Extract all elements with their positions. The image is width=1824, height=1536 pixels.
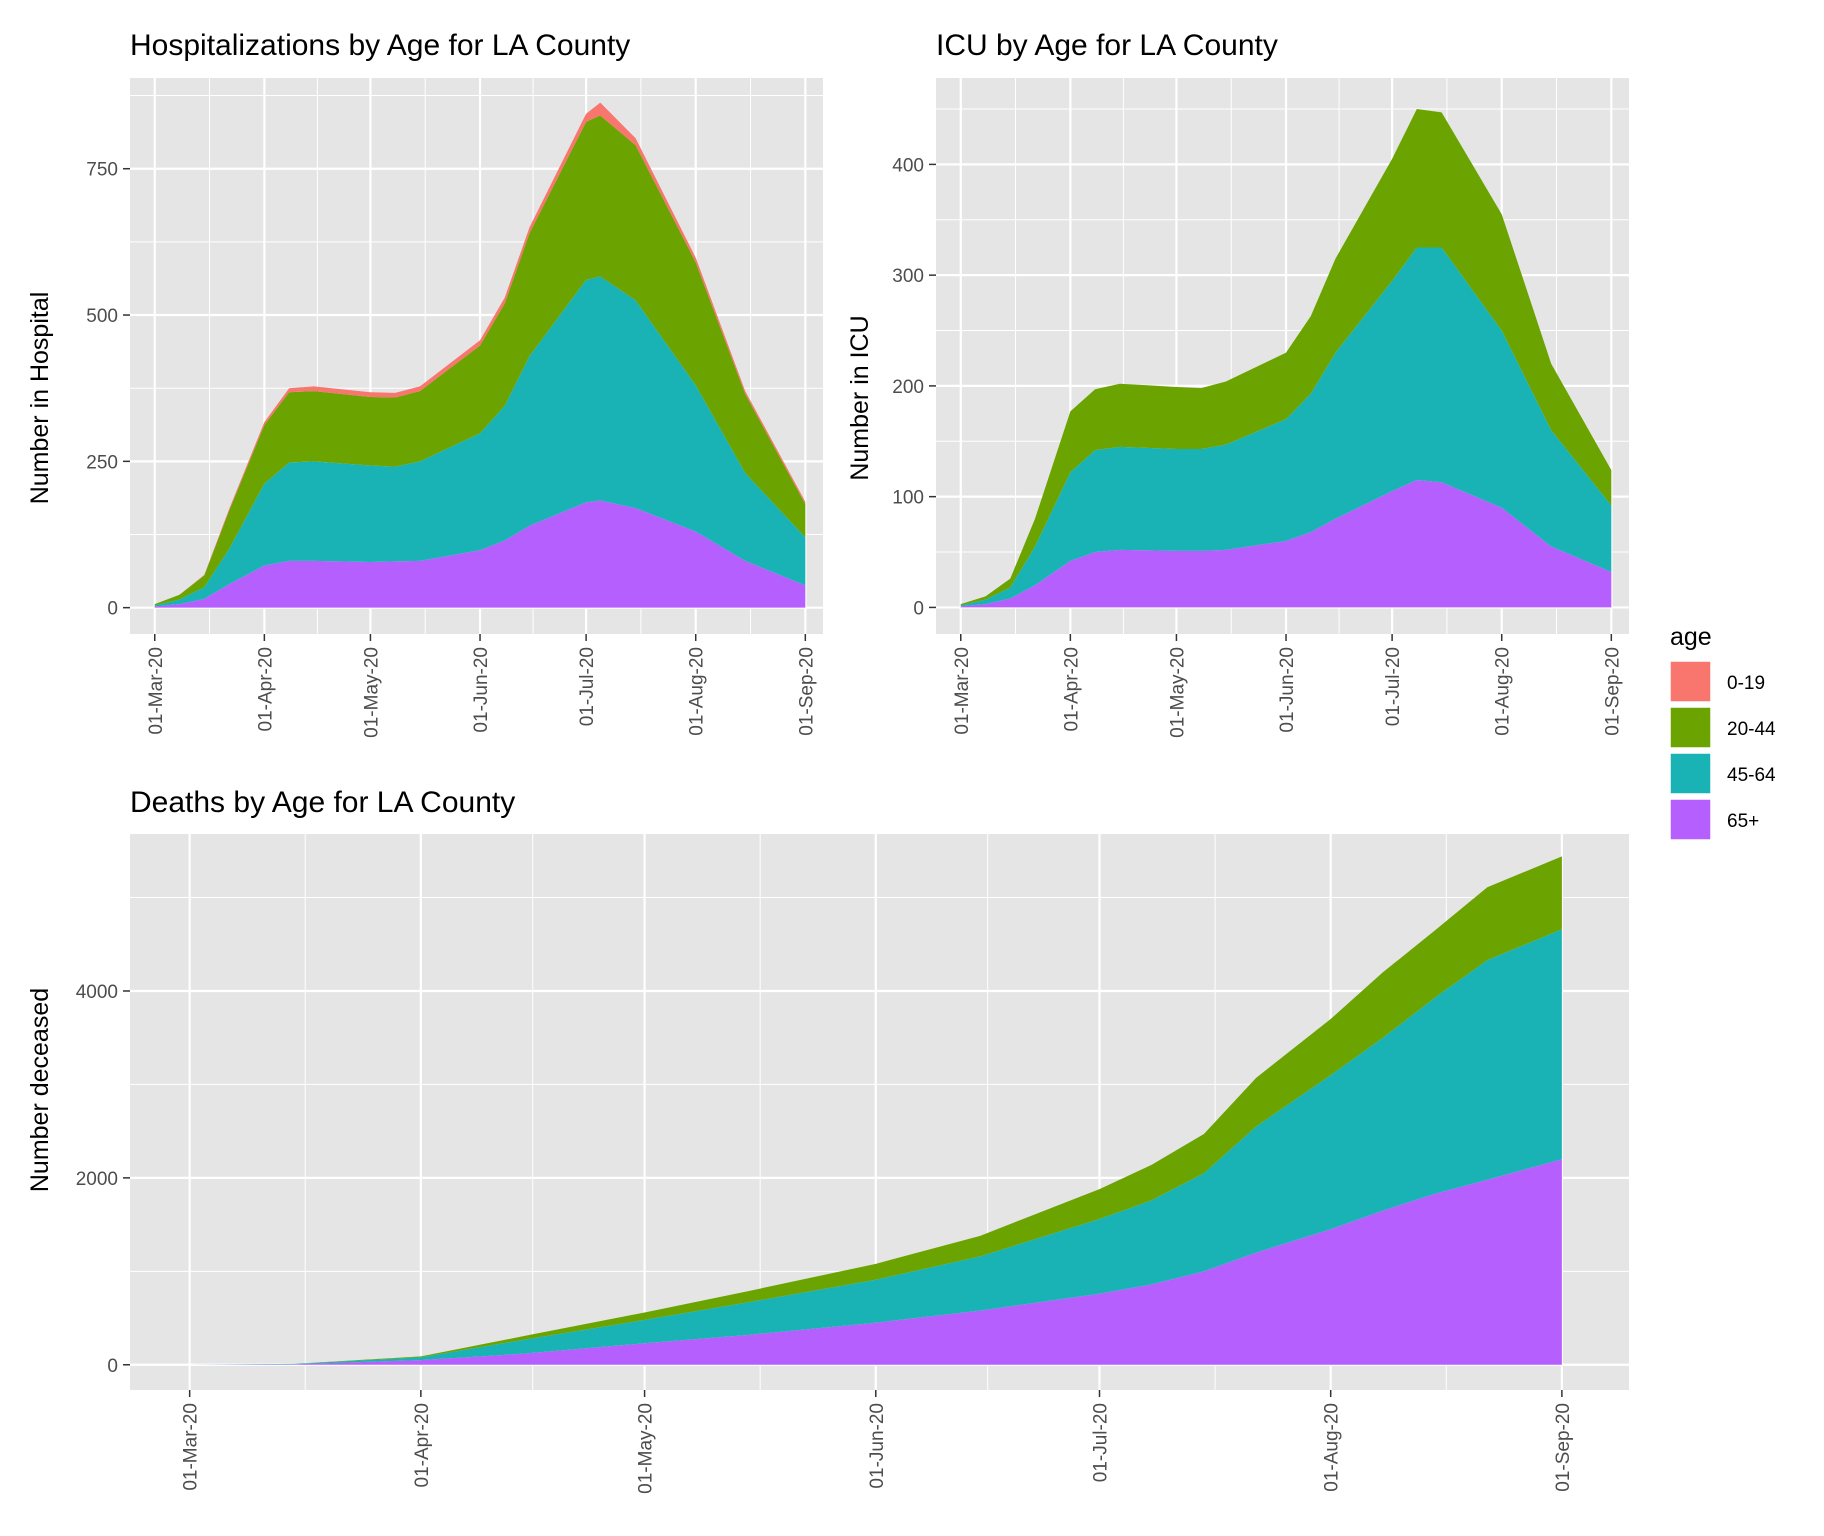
deaths-x-tick-label: 01-Jul-20 <box>1091 1403 1112 1482</box>
deaths-area-45-64 <box>189 929 1562 1365</box>
deaths-panel: Deaths by Age for LA County Number decea… <box>26 786 1629 1494</box>
icu-x-tick-label: 01-May-20 <box>1167 647 1188 738</box>
hospitalizations-y-axis-label: Number in Hospital <box>26 292 54 505</box>
icu-title: ICU by Age for LA County <box>936 29 1278 62</box>
deaths-y-tick-label: 4000 <box>76 982 118 1003</box>
hospitalizations-x-tick-label: 01-Sep-20 <box>796 647 817 736</box>
legend-swatch-20-44 <box>1669 706 1712 749</box>
icu-x-tick-label: 01-Jun-20 <box>1277 647 1298 733</box>
icu-panel: ICU by Age for LA County Number in ICU 0… <box>846 29 1629 738</box>
deaths-area-65-plus <box>189 1159 1562 1365</box>
legend-label-65-plus: 65+ <box>1727 811 1759 832</box>
icu-x-tick-label: 01-Jul-20 <box>1383 647 1404 726</box>
icu-y-tick-label: 400 <box>892 155 924 176</box>
hospitalizations-y-tick-label: 500 <box>86 306 118 327</box>
icu-y-tick-label: 100 <box>892 488 924 509</box>
icu-x-tick-label: 01-Apr-20 <box>1061 647 1082 732</box>
hospitalizations-area-20-44 <box>154 115 806 606</box>
deaths-x-tick-label: 01-May-20 <box>636 1403 657 1494</box>
legend-swatch-0-19 <box>1669 660 1712 703</box>
legend-label-45-64: 45-64 <box>1727 765 1776 786</box>
deaths-y-tick-label: 0 <box>107 1356 118 1377</box>
hospitalizations-y-tick-label: 750 <box>86 160 118 181</box>
icu-area-45-64 <box>960 247 1612 607</box>
icu-x-tick-label: 01-Sep-20 <box>1602 647 1623 736</box>
deaths-x-tick-label: 01-Mar-20 <box>181 1403 202 1491</box>
icu-area-20-44 <box>960 109 1612 606</box>
icu-y-tick-label: 300 <box>892 266 924 287</box>
icu-y-tick-label: 0 <box>913 598 924 619</box>
hospitalizations-x-tick-label: 01-May-20 <box>361 647 382 738</box>
hospitalizations-x-tick-label: 01-Apr-20 <box>255 647 276 732</box>
hospitalizations-x-tick-label: 01-Mar-20 <box>146 647 167 735</box>
icu-area-65-plus <box>960 480 1612 608</box>
hospitalizations-panel: Hospitalizations by Age for LA County Nu… <box>26 29 823 738</box>
hospitalizations-y-tick-label: 250 <box>86 452 118 473</box>
legend-title: age <box>1670 623 1712 651</box>
legend-label-20-44: 20-44 <box>1727 719 1776 740</box>
deaths-y-tick-label: 2000 <box>76 1169 118 1190</box>
hospitalizations-y-tick-label: 0 <box>107 599 118 620</box>
hospitalizations-x-tick-label: 01-Jun-20 <box>471 647 492 733</box>
legend-swatch-45-64 <box>1669 752 1712 795</box>
icu-x-tick-label: 01-Aug-20 <box>1493 647 1514 736</box>
hospitalizations-x-tick-label: 01-Jul-20 <box>577 647 598 726</box>
deaths-x-tick-label: 01-Jun-20 <box>867 1403 888 1489</box>
icu-x-tick-label: 01-Mar-20 <box>952 647 973 735</box>
hospitalizations-area-65-plus <box>154 500 806 608</box>
deaths-title: Deaths by Age for LA County <box>130 786 515 819</box>
hospitalizations-title: Hospitalizations by Age for LA County <box>130 29 630 62</box>
deaths-x-tick-label: 01-Sep-20 <box>1553 1403 1574 1492</box>
legend-label-0-19: 0-19 <box>1727 673 1765 694</box>
legend: age 0-19 20-44 45-64 65+ <box>1669 623 1776 841</box>
deaths-x-tick-label: 01-Apr-20 <box>412 1403 433 1488</box>
icu-y-axis-label: Number in ICU <box>846 315 874 480</box>
legend-swatch-65-plus <box>1669 798 1712 841</box>
deaths-x-tick-label: 01-Aug-20 <box>1322 1403 1343 1492</box>
hospitalizations-area-45-64 <box>154 276 806 607</box>
hospitalizations-x-tick-label: 01-Aug-20 <box>687 647 708 736</box>
deaths-y-axis-label: Number deceased <box>26 988 54 1192</box>
icu-y-tick-label: 200 <box>892 377 924 398</box>
